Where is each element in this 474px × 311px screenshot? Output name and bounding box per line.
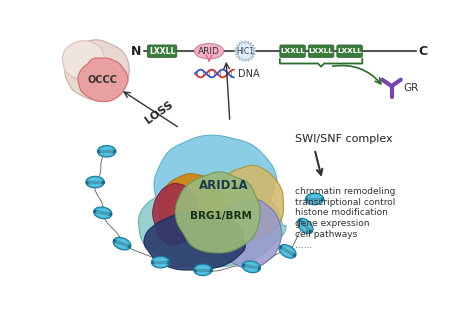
Text: LXXLL: LXXLL	[337, 48, 362, 54]
Text: cell pathways: cell pathways	[295, 230, 357, 239]
Ellipse shape	[242, 261, 261, 273]
Polygon shape	[217, 199, 282, 269]
Polygon shape	[153, 183, 200, 245]
Polygon shape	[65, 40, 129, 100]
Text: LXXLL: LXXLL	[280, 48, 305, 54]
Ellipse shape	[279, 244, 296, 258]
Polygon shape	[175, 172, 260, 253]
Ellipse shape	[196, 266, 210, 274]
Polygon shape	[235, 40, 256, 62]
Text: ARID: ARID	[198, 47, 220, 56]
Text: transcriptional control: transcriptional control	[295, 197, 396, 207]
Ellipse shape	[115, 239, 128, 248]
Text: BRG1/BRM: BRG1/BRM	[190, 211, 252, 221]
Text: histone modification: histone modification	[295, 208, 388, 217]
Ellipse shape	[151, 256, 170, 268]
Text: OCCC: OCCC	[88, 76, 118, 86]
Text: gene expression: gene expression	[295, 219, 370, 228]
Ellipse shape	[194, 44, 224, 59]
Text: chromatin remodeling: chromatin remodeling	[295, 187, 396, 196]
Ellipse shape	[96, 209, 109, 217]
Text: LOSS: LOSS	[143, 99, 175, 125]
Text: HIC1: HIC1	[236, 47, 254, 56]
Ellipse shape	[97, 146, 116, 157]
Text: ARID1A: ARID1A	[199, 179, 248, 192]
Ellipse shape	[88, 178, 102, 186]
Polygon shape	[138, 183, 286, 268]
Text: GR: GR	[403, 83, 419, 93]
Text: N: N	[131, 45, 141, 58]
Text: ......: ......	[295, 241, 312, 250]
Ellipse shape	[86, 176, 104, 188]
Ellipse shape	[113, 237, 131, 250]
Text: LXXLL: LXXLL	[309, 48, 333, 54]
FancyBboxPatch shape	[337, 45, 362, 57]
FancyBboxPatch shape	[309, 45, 334, 57]
Ellipse shape	[300, 220, 311, 232]
Polygon shape	[78, 58, 128, 102]
Polygon shape	[154, 135, 277, 232]
Polygon shape	[214, 165, 283, 240]
FancyBboxPatch shape	[280, 45, 305, 57]
Ellipse shape	[194, 264, 212, 276]
Ellipse shape	[245, 263, 258, 271]
Text: DNA: DNA	[237, 68, 259, 78]
Polygon shape	[63, 41, 105, 80]
Ellipse shape	[100, 147, 114, 155]
Polygon shape	[144, 213, 246, 270]
Text: C: C	[419, 45, 428, 58]
Text: LXXLL: LXXLL	[149, 47, 175, 56]
Ellipse shape	[308, 195, 321, 203]
Ellipse shape	[94, 207, 112, 219]
Polygon shape	[158, 174, 224, 239]
Text: SWI/SNF complex: SWI/SNF complex	[295, 134, 393, 144]
Ellipse shape	[154, 258, 167, 266]
Ellipse shape	[281, 247, 294, 256]
Ellipse shape	[298, 218, 313, 234]
FancyBboxPatch shape	[147, 45, 177, 57]
Ellipse shape	[305, 193, 324, 205]
